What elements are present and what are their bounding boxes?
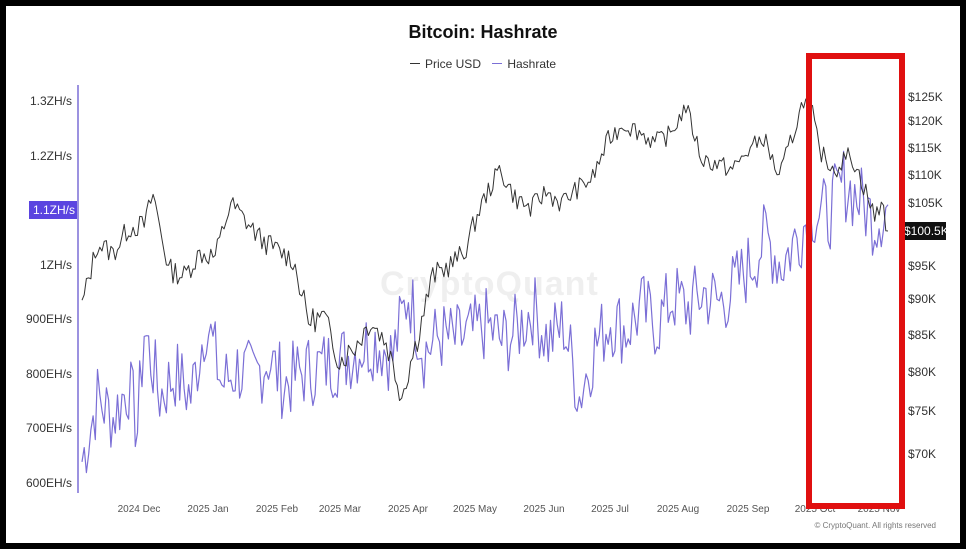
right-tick-label: $110K [908,168,942,182]
price-series-line [81,98,889,401]
left-tick-highlight-bg [29,201,77,219]
right-tick-label: $95K [908,259,936,273]
x-tick-label: 2024 Dec [118,504,161,515]
left-tick-label: 1.3ZH/s [30,94,72,108]
legend-item-hashrate[interactable]: Hashrate [492,57,556,71]
watermark: CryptoQuant [380,265,599,303]
right-tick-label: $90K [908,292,936,306]
right-tick-label: $120K [908,114,943,128]
right-tick-label: $115K [908,141,942,155]
right-tick-label: $80K [908,365,936,379]
x-tick-label: 2025 Jan [187,504,228,515]
highlight-box [806,53,905,509]
x-tick-label: 2025 May [453,504,497,515]
right-tick-label-highlight: $100.5K [904,224,949,238]
legend: Price USD Hashrate [0,53,966,71]
left-tick-label: 1ZH/s [40,258,72,272]
chart-panel [6,6,960,543]
right-tick-label: $70K [908,447,936,461]
hashrate-series-line [81,150,889,474]
right-tick-label: $75K [908,404,936,418]
left-tick-label: 800EH/s [26,367,72,381]
legend-label-hashrate: Hashrate [507,56,557,71]
copyright-credit: © CryptoQuant. All rights reserved [814,521,937,530]
legend-swatch-hashrate [492,63,503,64]
right-tick-label: $105K [908,196,943,210]
x-tick-label: 2025 Aug [657,504,699,515]
right-tick-label: $125K [908,90,943,104]
legend-label-price: Price USD [424,56,481,71]
left-tick-label: 900EH/s [26,312,72,326]
x-tick-label: 2025 Oct [795,504,836,515]
x-tick-label: 2025 Nov [858,504,901,515]
x-tick-label: 2025 Jul [591,504,629,515]
x-tick-label: 2025 Apr [388,504,429,515]
left-tick-label: 1.2ZH/s [30,149,72,163]
left-tick-label-highlight: 1.1ZH/s [33,203,75,217]
left-tick-label: 600EH/s [26,476,72,490]
legend-item-price[interactable]: Price USD [409,56,481,71]
right-tick-label: $85K [908,328,936,342]
right-tick-highlight-bg [902,222,946,240]
left-tick-label: 700EH/s [26,421,72,435]
x-tick-label: 2025 Mar [319,504,362,515]
x-tick-label: 2025 Feb [256,504,299,515]
legend-swatch-price [409,63,420,64]
x-tick-label: 2025 Sep [727,504,770,515]
x-tick-label: 2025 Jun [523,504,564,515]
chart-title: Bitcoin: Hashrate [408,22,558,42]
